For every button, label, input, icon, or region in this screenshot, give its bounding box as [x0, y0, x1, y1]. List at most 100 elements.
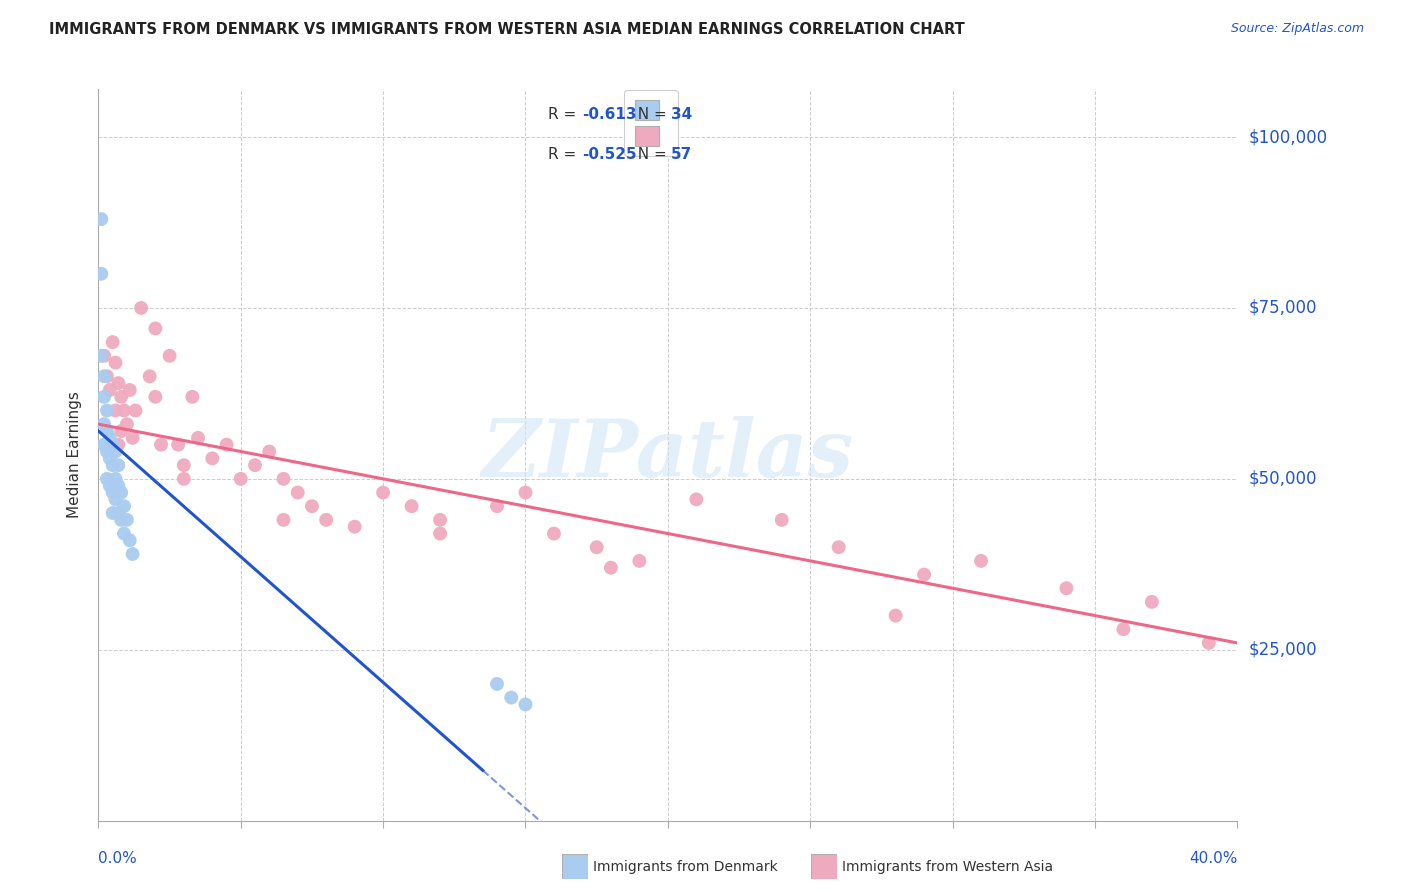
Point	[107, 458, 129, 472]
Point	[628, 554, 651, 568]
Point	[96, 369, 118, 384]
Point	[93, 438, 115, 452]
Point	[90, 212, 112, 227]
Point	[912, 567, 935, 582]
Point	[101, 485, 124, 500]
Point	[93, 349, 115, 363]
Text: ZIPatlas: ZIPatlas	[482, 417, 853, 493]
Text: $75,000: $75,000	[1249, 299, 1317, 317]
Point	[187, 431, 209, 445]
Point	[107, 376, 129, 391]
Point	[273, 472, 295, 486]
Text: R =: R =	[548, 147, 582, 161]
Point	[401, 499, 423, 513]
Point	[96, 444, 118, 458]
Point	[685, 492, 707, 507]
Point	[173, 458, 195, 472]
Point	[145, 321, 167, 335]
Point	[343, 519, 366, 533]
Point	[112, 526, 135, 541]
Text: 40.0%: 40.0%	[1189, 851, 1237, 866]
Text: $50,000: $50,000	[1249, 470, 1317, 488]
Point	[104, 472, 127, 486]
Point	[104, 444, 127, 458]
Point	[96, 424, 118, 438]
Point	[229, 472, 252, 486]
Point	[181, 390, 204, 404]
Point	[1198, 636, 1220, 650]
Point	[970, 554, 993, 568]
Point	[115, 417, 138, 432]
Point	[243, 458, 266, 472]
Point	[107, 506, 129, 520]
Text: 57: 57	[671, 147, 693, 161]
Point	[770, 513, 793, 527]
Point	[110, 485, 132, 500]
Point	[129, 301, 152, 315]
Point	[121, 547, 143, 561]
Text: -0.613: -0.613	[582, 106, 637, 121]
Point	[93, 369, 115, 384]
Point	[104, 356, 127, 370]
Point	[104, 403, 127, 417]
Point	[110, 513, 132, 527]
Text: N =: N =	[628, 147, 672, 161]
Point	[107, 478, 129, 492]
Point	[101, 506, 124, 520]
Point	[138, 369, 160, 384]
Point	[118, 383, 141, 397]
Point	[301, 499, 323, 513]
Point	[1140, 595, 1163, 609]
Point	[173, 472, 195, 486]
Point	[121, 431, 143, 445]
Point	[884, 608, 907, 623]
Point	[115, 513, 138, 527]
Point	[515, 485, 537, 500]
Point	[287, 485, 309, 500]
Point	[93, 417, 115, 432]
Text: N =: N =	[628, 106, 672, 121]
Point	[93, 390, 115, 404]
Point	[1112, 622, 1135, 636]
Legend: , : ,	[624, 89, 678, 156]
Y-axis label: Median Earnings: Median Earnings	[67, 392, 83, 518]
Point	[124, 403, 146, 417]
Text: $100,000: $100,000	[1249, 128, 1327, 146]
Point	[259, 444, 281, 458]
Point	[167, 438, 190, 452]
Point	[201, 451, 224, 466]
Point	[112, 499, 135, 513]
Point	[145, 390, 167, 404]
Text: R =: R =	[548, 106, 582, 121]
Point	[585, 540, 607, 554]
Point	[101, 335, 124, 350]
Point	[96, 472, 118, 486]
Point	[215, 438, 238, 452]
Point	[98, 451, 121, 466]
Text: Immigrants from Denmark: Immigrants from Denmark	[593, 860, 778, 874]
Point	[110, 424, 132, 438]
Text: 0.0%: 0.0%	[98, 851, 138, 866]
Point	[101, 458, 124, 472]
Text: $25,000: $25,000	[1249, 640, 1317, 659]
Point	[315, 513, 337, 527]
Point	[1056, 581, 1078, 595]
Point	[273, 513, 295, 527]
Point	[98, 383, 121, 397]
Point	[110, 390, 132, 404]
Point	[90, 267, 112, 281]
Point	[101, 438, 124, 452]
Text: Source: ZipAtlas.com: Source: ZipAtlas.com	[1230, 22, 1364, 36]
Point	[543, 526, 565, 541]
Point	[98, 478, 121, 492]
Point	[96, 403, 118, 417]
Point	[486, 499, 509, 513]
Point	[429, 513, 451, 527]
Text: -0.525: -0.525	[582, 147, 637, 161]
Point	[104, 492, 127, 507]
Point	[373, 485, 395, 500]
Point	[515, 698, 537, 712]
Point	[107, 438, 129, 452]
Point	[486, 677, 509, 691]
Point	[600, 560, 623, 574]
